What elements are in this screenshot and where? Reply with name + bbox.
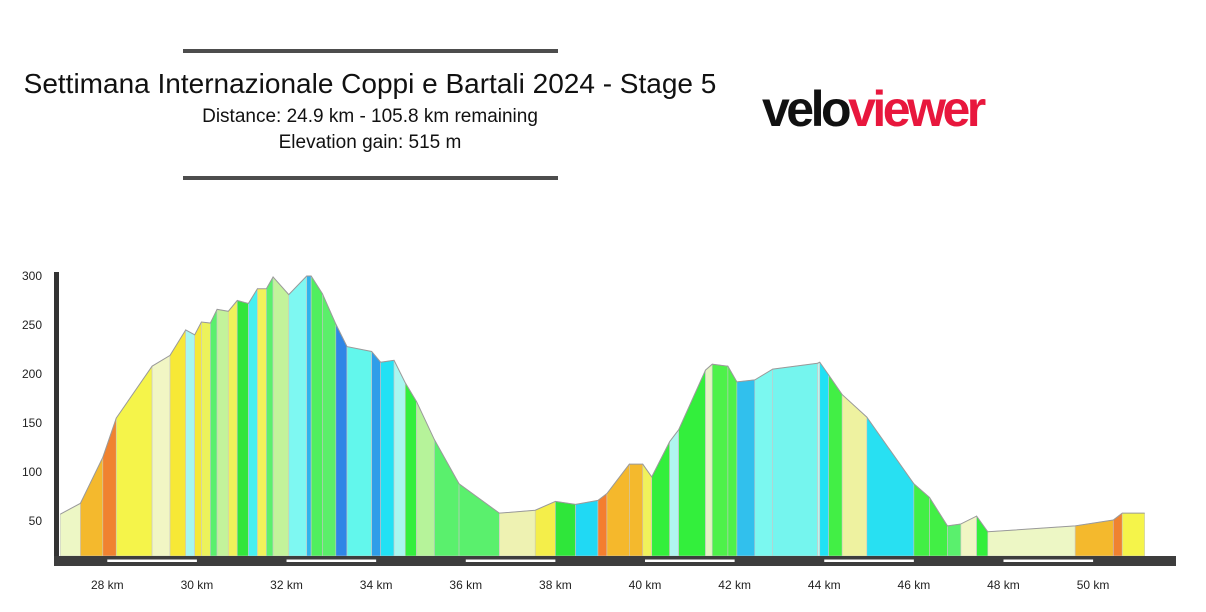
profile-segment [185,329,195,557]
profile-segment [499,509,536,557]
profile-segment [227,299,238,557]
y-tick-label: 50 [29,514,43,528]
profile-segment [534,500,556,557]
title-top-rule [183,49,558,53]
km-marker-bar [465,559,556,562]
profile-segment [947,523,962,557]
profile-segment [678,369,706,557]
profile-segment [913,483,930,557]
profile-segment [248,287,258,557]
profile-segment [597,492,608,557]
profile-segment [393,360,406,557]
profile-segment [416,401,435,557]
profile-segment [257,288,267,557]
profile-segment [828,374,843,557]
profile-segment [288,275,307,557]
logo-part-velo: velo [762,81,852,137]
x-tick-label: 32 km [270,578,303,592]
profile-segment [736,379,756,557]
profile-segment [711,363,729,557]
x-tick-label: 40 km [629,578,662,592]
title-bottom-rule [183,176,558,180]
profile-segment [380,359,395,557]
profile-segments [59,274,1145,557]
profile-segment [266,275,274,557]
veloviewer-logo: veloviewer [762,81,986,137]
y-tick-label: 150 [22,416,42,430]
profile-segment [642,463,653,557]
profile-outline [60,275,1145,533]
profile-segment [194,321,202,557]
profile-segment [727,365,738,557]
x-tick-label: 38 km [539,578,572,592]
profile-segment [151,354,171,557]
x-tick-label: 34 km [360,578,393,592]
x-tick-label: 50 km [1077,578,1110,592]
km-marker-bar [645,559,735,562]
distance-subtitle: Distance: 24.9 km - 105.8 km remaining [202,106,538,127]
y-tick-labels: 50 100 150 200 250 300 [22,269,42,528]
profile-segment [1121,512,1145,557]
profile-segment [929,496,948,557]
profile-segment [80,457,104,557]
profile-segment [404,381,417,557]
profile-segment [575,500,599,557]
elevation-subtitle: Elevation gain: 515 m [278,132,462,153]
profile-segment [310,274,323,557]
profile-segment [346,346,372,557]
profile-segment [754,368,774,557]
profile-segment [866,416,915,557]
profile-segment [669,428,679,557]
x-tick-label: 36 km [449,578,482,592]
profile-segment [976,515,989,557]
chart-title: Settimana Internazionale Coppi e Bartali… [23,68,717,99]
profile-segment [236,300,249,557]
profile-segment [629,463,644,557]
x-tick-label: 46 km [898,578,931,592]
profile-segment [606,463,630,557]
profile-segment [434,438,460,557]
profile-segment [772,362,818,557]
km-markers [107,559,1094,562]
x-tick-label: 30 km [181,578,214,592]
profile-segment [306,275,312,557]
profile-segment [115,365,153,557]
x-tick-label: 28 km [91,578,124,592]
km-marker-bar [107,559,197,562]
y-tick-label: 100 [22,465,42,479]
x-tick-label: 44 km [808,578,841,592]
profile-segment [960,515,977,557]
y-tick-label: 250 [22,318,42,332]
profile-segment [335,323,348,557]
logo-part-viewer: viewer [848,81,986,137]
profile-segment [817,361,821,557]
profile-segment [322,293,337,557]
y-axis-line [54,272,59,566]
profile-segment [819,361,830,557]
km-marker-bar [824,559,914,562]
profile-segment [272,276,290,557]
profile-segment [59,502,81,557]
y-tick-label: 300 [22,269,42,283]
profile-segment [169,328,187,557]
profile-segment [216,308,229,557]
profile-segment [210,309,218,557]
km-marker-bar [1003,559,1094,562]
profile-segment [555,501,576,557]
x-tick-labels: 28 km 30 km 32 km 34 km 36 km 38 km 40 km 42 km… [91,578,1109,592]
x-axis-band [54,556,1176,566]
y-tick-label: 200 [22,367,42,381]
km-marker-bar [286,559,377,562]
x-tick-label: 48 km [987,578,1020,592]
profile-segment [371,350,381,557]
profile-segment [841,393,868,557]
profile-segment [201,321,211,557]
profile-segment [458,483,500,557]
x-tick-label: 42 km [718,578,751,592]
profile-segment [705,363,713,557]
